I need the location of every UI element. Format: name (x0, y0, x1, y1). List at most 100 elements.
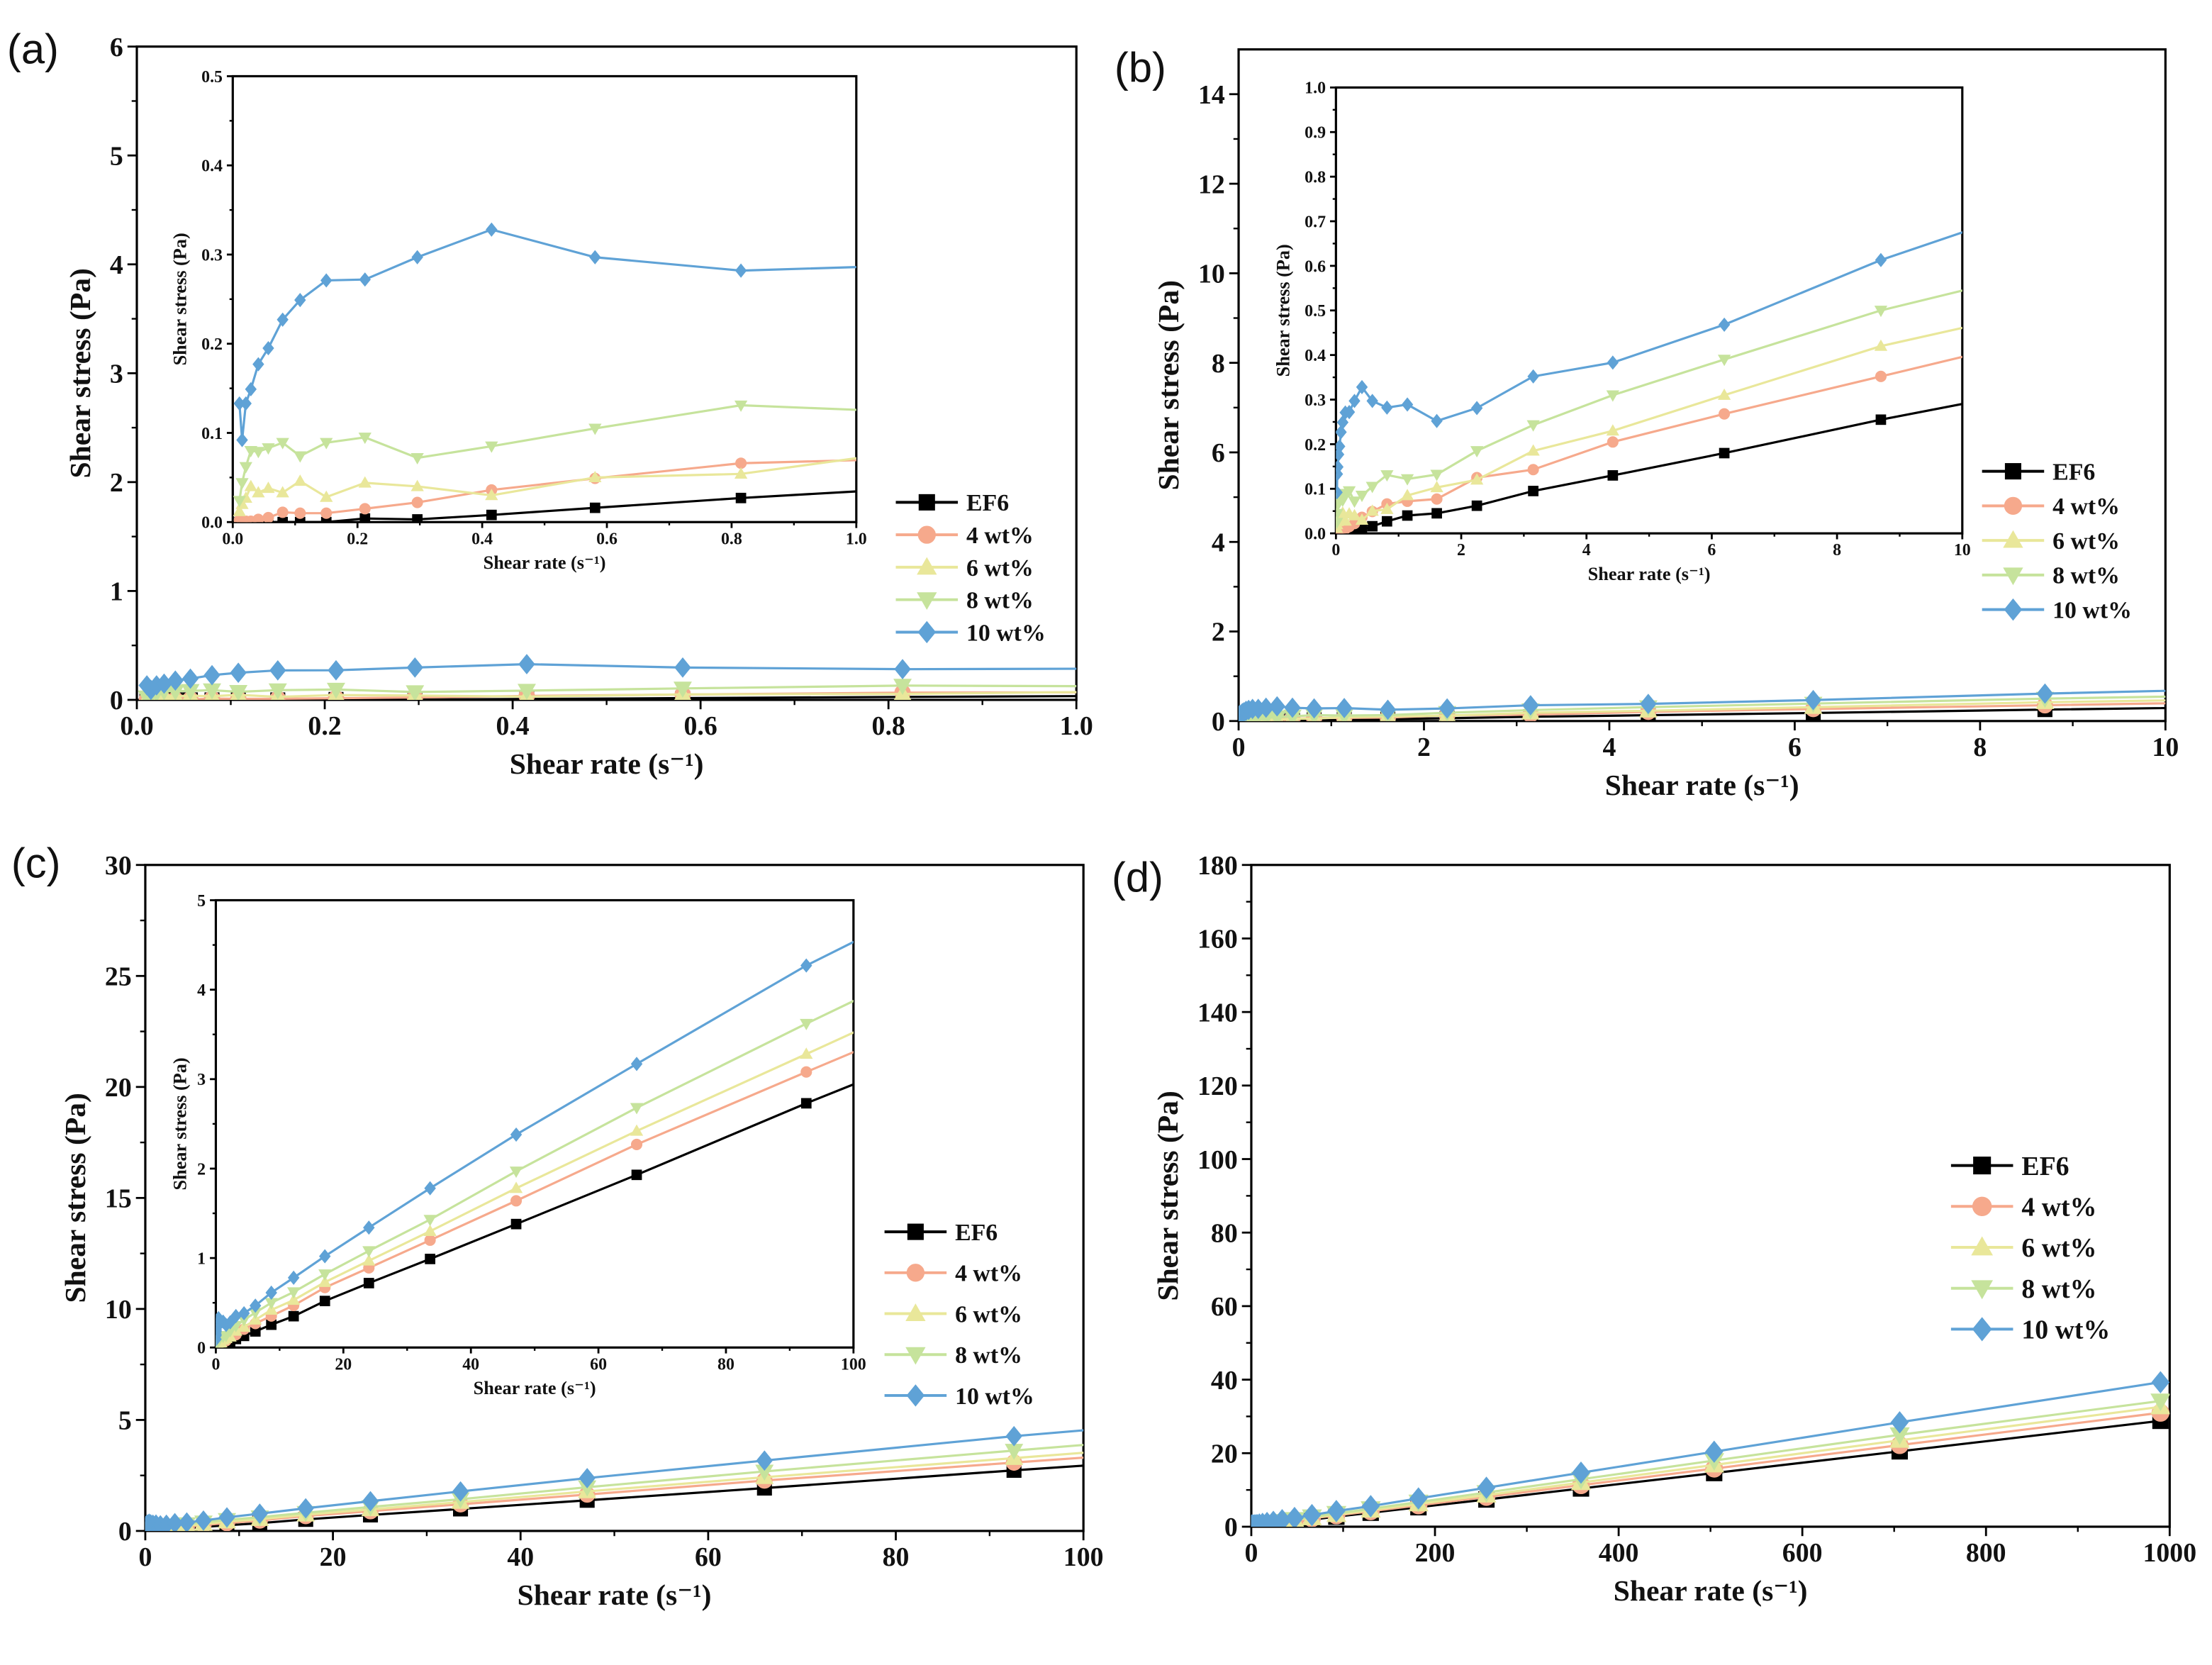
panel-a-inset-point-6-wt- (276, 486, 289, 498)
panel-b-inset-point-6-wt- (1380, 502, 1394, 514)
panel-b-inset-ytick-label: 0.4 (1305, 347, 1326, 365)
panel-a-ylabel: Shear stress (Pa) (64, 268, 97, 478)
panel-c-xtick-label: 0 (138, 1542, 152, 1572)
panel-c-inset-point-10-wt- (249, 1298, 262, 1313)
panel-a-inset-point-6-wt- (244, 479, 257, 491)
panel-c-inset-point-10-wt- (800, 958, 812, 973)
legend-marker-diamond-icon (906, 1384, 925, 1407)
panel-b-inset-point-6-wt- (1606, 424, 1619, 436)
panel-b-inset-point-10-wt- (1381, 400, 1393, 415)
panel-c-point-10-wt- (218, 1507, 235, 1528)
legend-label: EF6 (2021, 1152, 2069, 1181)
panel-d-point-10-wt- (1409, 1487, 1428, 1510)
panel-c-inset-point-6-wt- (362, 1254, 376, 1266)
panel-d-frame (1250, 864, 2171, 1528)
panel-b-inset-point-10-wt- (1336, 485, 1343, 500)
panel-a-inset-point-ef6 (412, 514, 423, 523)
panel-label-d: (d) (1112, 854, 1163, 901)
panel-d-ytick-label: 40 (1211, 1366, 1238, 1396)
panel-d-ytick-label: 0 (1224, 1513, 1238, 1542)
panel-c-xtick-label: 40 (507, 1542, 534, 1572)
panel-c-inset-point-6-wt- (287, 1293, 301, 1305)
panel-b-inset-ytick-label: 1.0 (1305, 79, 1326, 98)
panel-a-inset-point-10-wt- (734, 263, 747, 278)
panel-c-point-10-wt- (362, 1491, 379, 1512)
panel-c-xtick-label: 100 (1063, 1542, 1104, 1572)
panel-c-inset-point-ef6 (510, 1218, 522, 1230)
panel-c-inset-point-10-wt- (510, 1127, 523, 1142)
panel-b-ytick-label: 0 (1212, 707, 1225, 737)
panel-b-inset-ytick-label: 0.7 (1305, 213, 1326, 231)
legend-marker-square-icon (2004, 463, 2021, 480)
panel-a-inset-point-6-wt- (294, 474, 307, 486)
panel-b-ytick-label: 12 (1198, 169, 1225, 199)
panel-b-point-10-wt- (1379, 699, 1397, 720)
panel-a-point-10-wt- (203, 664, 220, 686)
panel-d-point-10-wt- (1361, 1495, 1380, 1518)
panel-c-inset-axes: 0 20 40 60 80 100 0 1 2 3 4 5 Shear rate (s⁻¹) Shear … (170, 892, 866, 1398)
panel-a-inset-ytick-label: 0.4 (201, 157, 223, 176)
panel-a-inset-point-8-wt- (233, 496, 246, 508)
panel-d-point-10-wt- (1477, 1476, 1496, 1499)
panel-b-legend: EF6 4 wt% 6 wt% 8 wt% 10 wt% (1982, 459, 2132, 623)
panel-a-inset-xtick-label: 0.6 (596, 530, 618, 548)
panel-a-inset-axes: 0.0 0.2 0.4 0.6 0.8 1.0 0.0 0.1 0.2 0.3 0.4 0.5 Shea… (170, 68, 867, 573)
panel-b-inset-point-10-wt- (1527, 369, 1539, 384)
panel-b-inset-point-6-wt- (1717, 388, 1731, 400)
panel-a-inset-frame (231, 74, 858, 523)
legend-label: 10 wt% (2021, 1315, 2110, 1345)
legend-label: 8 wt% (955, 1342, 1022, 1369)
panel-a-inset-point-8-wt- (358, 433, 372, 445)
panel-c-point-10-wt- (297, 1498, 314, 1519)
panel-c-inset-point-ef6 (800, 1098, 812, 1109)
panel-b-xtick-label: 8 (1973, 733, 1987, 762)
panel-b-inset-xtick-label: 2 (1457, 541, 1465, 559)
legend-marker-triangle-down-icon (905, 1347, 926, 1365)
panel-b-inset-point-10-wt- (1336, 425, 1347, 440)
panel-c-inset-point-8-wt- (509, 1166, 523, 1179)
panel-c-point-10-wt- (195, 1510, 212, 1531)
panel-b-inset-point-6-wt- (1470, 473, 1484, 485)
panel-a-inset-point-4-wt- (294, 507, 306, 519)
legend-marker-diamond-icon (2004, 598, 2023, 621)
panel-a-inset-xtick-label: 0.2 (347, 530, 368, 548)
panel-c-inset-ytick-label: 2 (197, 1160, 206, 1179)
panel-a-point-10-wt- (406, 657, 423, 678)
legend-label: 6 wt% (2052, 528, 2120, 555)
panel-a-inset-point-4-wt- (320, 507, 333, 519)
panel-a-point-10-wt- (518, 654, 535, 674)
panel-b-inset-point-10-wt- (1336, 460, 1344, 474)
panel-d-point-10-wt- (1285, 1506, 1304, 1527)
panel-a-inset-point-8-wt- (588, 423, 602, 435)
panel-d-xtick-label: 800 (1966, 1538, 2006, 1568)
panel-b-inset-point-10-wt- (1336, 439, 1346, 454)
panel-a-ytick-label: 4 (110, 250, 123, 280)
panel-d-point-10-wt- (1705, 1440, 1724, 1463)
panel-b-inset-point-6-wt- (1874, 339, 1888, 351)
panel-b-inset-point-10-wt- (1607, 355, 1619, 370)
panel-a-point-10-wt- (167, 670, 184, 691)
panel-c-inset-point-10-wt- (424, 1181, 436, 1196)
panel-b-inset-point-4-wt- (1875, 370, 1887, 382)
panel-a-xtick-label: 0.6 (684, 711, 717, 741)
legend-marker-triangle-up-icon (1971, 1236, 1994, 1256)
legend-label: EF6 (2052, 459, 2095, 485)
panel-b-inset-point-10-wt- (1401, 397, 1414, 412)
panel-c-inset-xtick-label: 0 (211, 1355, 220, 1374)
panel-a-inset-point-10-wt- (240, 396, 252, 411)
legend-label: 8 wt% (2052, 563, 2120, 589)
panel-c-inset-point-4-wt- (630, 1138, 643, 1150)
panel-a-inset-point-10-wt- (294, 293, 306, 308)
panel-d-ytick-label: 80 (1211, 1218, 1238, 1248)
panel-d-ytick-label: 140 (1197, 998, 1238, 1028)
panel-c-inset-point-6-wt- (800, 1047, 813, 1059)
panel-a-xtick-label: 0.4 (496, 711, 529, 741)
panel-a-inset-point-10-wt- (359, 272, 371, 287)
panel-b-inset-ytick-label: 0.2 (1305, 436, 1326, 455)
panel-b-inset-xtick-label: 0 (1331, 541, 1340, 559)
panel-c-inset-ylabel: Shear stress (Pa) (170, 1057, 191, 1190)
panel-a-inset-point-8-wt- (252, 447, 265, 459)
panel-c-point-10-wt- (1005, 1425, 1022, 1447)
panel-a-plot-area (138, 654, 1077, 700)
